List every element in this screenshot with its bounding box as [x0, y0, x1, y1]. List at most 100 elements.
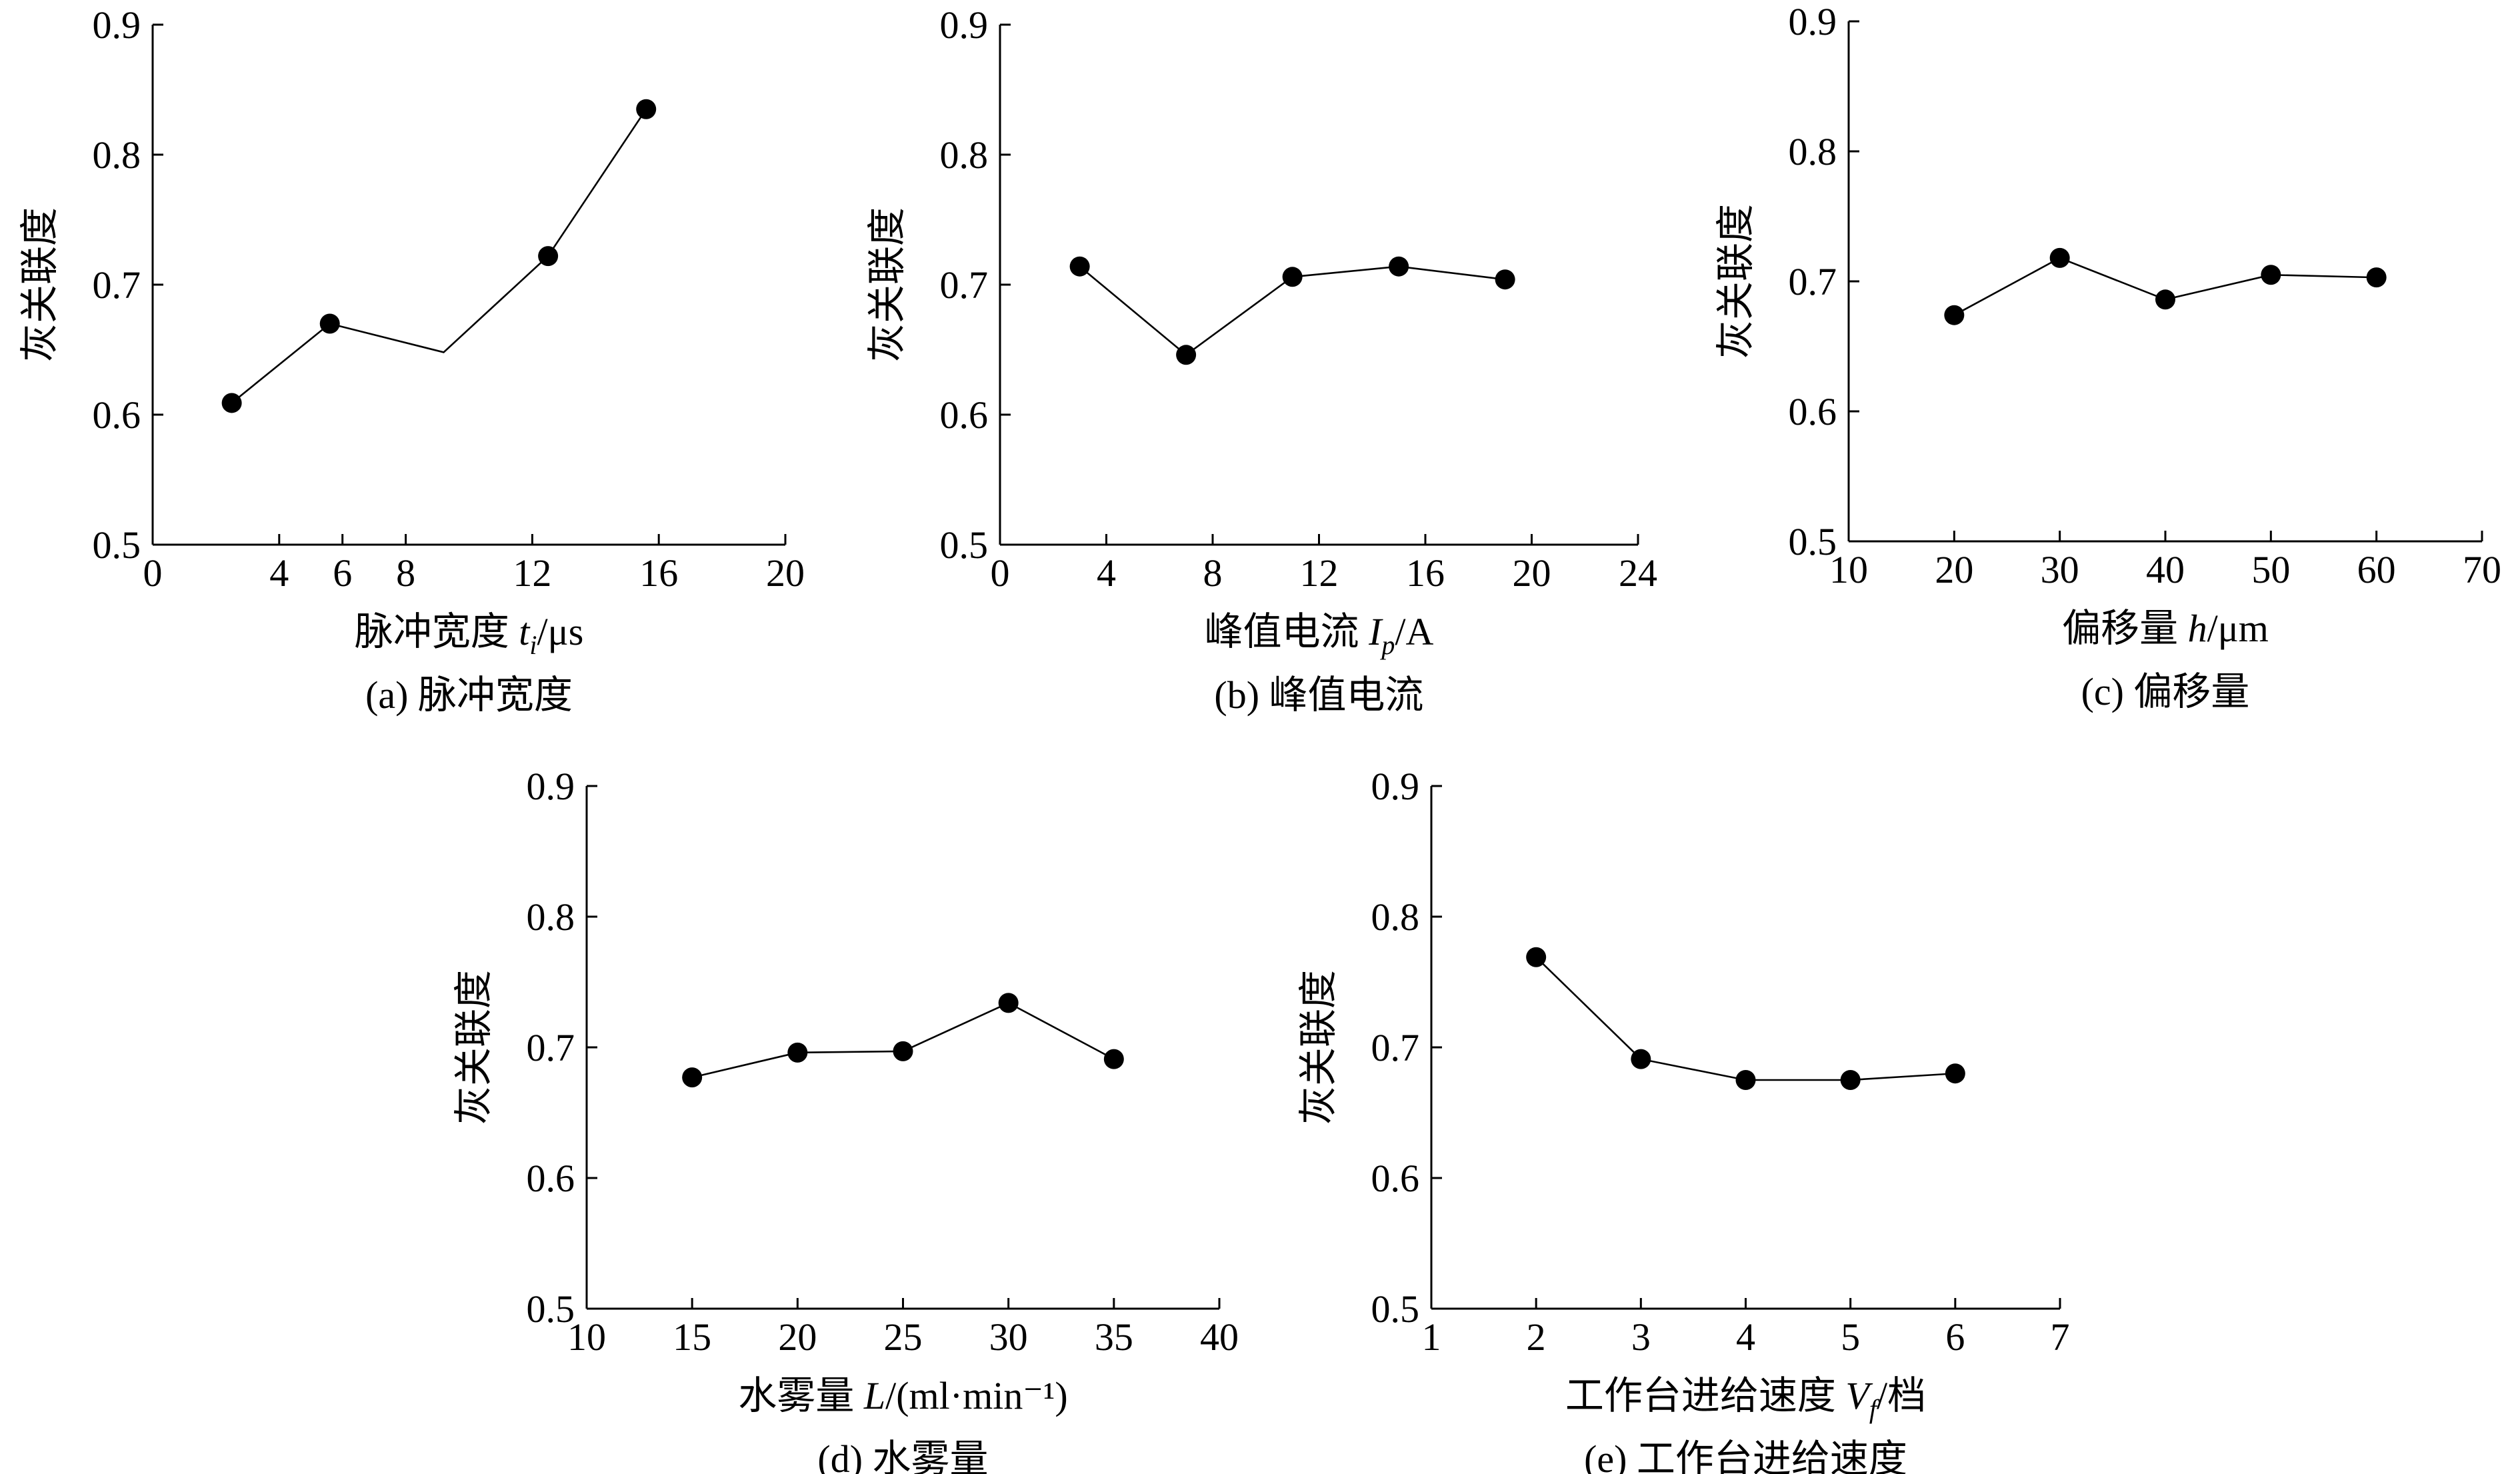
- x-tick-label: 15: [673, 1315, 711, 1359]
- x-axis-title: 脉冲宽度 ti/μs: [355, 610, 584, 660]
- data-point: [221, 393, 242, 413]
- y-tick-label: 0.8: [940, 133, 989, 177]
- data-point: [1282, 267, 1303, 287]
- y-tick-label: 0.8: [527, 895, 575, 939]
- panel-caption: (e) 工作台进给速度: [1584, 1437, 1907, 1474]
- x-tick-label: 7: [2051, 1315, 2070, 1359]
- y-tick-label: 0.5: [93, 523, 141, 567]
- y-axis-title: 灰关联度: [865, 207, 909, 362]
- data-point: [2261, 265, 2281, 285]
- x-tick-label: 24: [1619, 551, 1657, 595]
- x-tick-label: 6: [333, 551, 352, 595]
- y-tick-label: 0.9: [527, 765, 575, 808]
- panel-caption: (c) 偏移量: [2081, 670, 2250, 713]
- series-line: [231, 109, 647, 404]
- y-tick-label: 0.5: [940, 523, 989, 567]
- y-tick-label: 0.6: [1789, 390, 1837, 433]
- x-tick-label: 8: [396, 551, 415, 595]
- y-tick-label: 0.9: [940, 3, 989, 47]
- data-point: [893, 1041, 913, 1061]
- y-tick-label: 0.5: [1371, 1287, 1420, 1331]
- panel-caption: (b) 峰值电流: [1214, 673, 1423, 717]
- data-point: [1945, 1063, 1965, 1084]
- data-point: [1631, 1049, 1651, 1069]
- y-tick-label: 0.7: [940, 263, 989, 307]
- x-tick-label: 5: [1841, 1315, 1860, 1359]
- x-tick-label: 20: [766, 551, 805, 595]
- x-tick-label: 25: [884, 1315, 923, 1359]
- x-tick-label: 6: [1945, 1315, 1965, 1359]
- x-tick-label: 0: [143, 551, 163, 595]
- x-tick-label: 2: [1527, 1315, 1546, 1359]
- y-tick-label: 0.8: [93, 133, 141, 177]
- data-point: [636, 99, 657, 119]
- y-tick-label: 0.6: [1371, 1157, 1420, 1200]
- data-point: [2366, 267, 2387, 288]
- x-tick-label: 4: [269, 551, 289, 595]
- data-point: [1944, 305, 1965, 325]
- y-tick-label: 0.7: [527, 1026, 575, 1069]
- x-tick-label: 30: [2041, 548, 2079, 591]
- x-tick-label: 1: [1422, 1315, 1441, 1359]
- x-tick-label: 35: [1095, 1315, 1133, 1359]
- x-tick-label: 4: [1097, 551, 1116, 595]
- data-point: [1069, 256, 1090, 277]
- x-tick-label: 12: [513, 551, 551, 595]
- x-tick-label: 40: [1200, 1315, 1239, 1359]
- y-tick-label: 0.6: [940, 393, 989, 437]
- data-point: [1526, 947, 1547, 967]
- data-point: [1103, 1049, 1124, 1069]
- data-point: [1735, 1070, 1756, 1090]
- y-axis-title: 灰关联度: [18, 207, 61, 362]
- data-point: [682, 1067, 703, 1088]
- x-tick-label: 20: [1935, 548, 1973, 591]
- data-point: [1495, 269, 1515, 290]
- x-tick-label: 10: [1829, 548, 1868, 591]
- x-tick-label: 10: [567, 1315, 606, 1359]
- y-tick-label: 0.9: [1371, 765, 1420, 808]
- x-tick-label: 20: [1513, 551, 1551, 595]
- x-axis-title: 偏移量 h/μm: [2062, 607, 2269, 650]
- data-point: [319, 313, 340, 334]
- data-point: [998, 993, 1019, 1013]
- x-axis-title: 工作台进给速度 Vf/档: [1565, 1374, 1926, 1424]
- data-point: [1389, 256, 1409, 277]
- panel-caption: (a) 脉冲宽度: [365, 673, 573, 717]
- x-tick-label: 4: [1736, 1315, 1755, 1359]
- y-tick-label: 0.7: [93, 263, 141, 307]
- x-axis-title: 水雾量 L/(ml·min⁻¹): [738, 1374, 1067, 1417]
- x-tick-label: 8: [1203, 551, 1223, 595]
- x-tick-label: 30: [989, 1315, 1028, 1359]
- x-tick-label: 0: [991, 551, 1010, 595]
- x-tick-label: 40: [2146, 548, 2185, 591]
- series-line: [691, 1001, 1115, 1079]
- y-tick-label: 0.7: [1789, 260, 1837, 303]
- x-tick-label: 70: [2463, 548, 2501, 591]
- x-axis-title: 峰值电流 Ip/A: [1205, 610, 1434, 660]
- y-tick-label: 0.8: [1371, 895, 1420, 939]
- data-point: [538, 246, 559, 267]
- data-point: [2049, 247, 2070, 268]
- x-tick-label: 16: [639, 551, 678, 595]
- y-tick-label: 0.6: [93, 393, 141, 437]
- data-point: [2155, 289, 2175, 310]
- x-tick-label: 20: [778, 1315, 817, 1359]
- y-axis-title: 灰关联度: [1714, 204, 1757, 359]
- x-tick-label: 3: [1631, 1315, 1651, 1359]
- x-tick-label: 60: [2357, 548, 2396, 591]
- x-tick-label: 12: [1300, 551, 1339, 595]
- y-axis-title: 灰关联度: [1297, 970, 1340, 1125]
- x-tick-label: 16: [1406, 551, 1445, 595]
- y-tick-label: 0.5: [1789, 520, 1837, 563]
- y-tick-label: 0.9: [93, 3, 141, 47]
- y-tick-label: 0.9: [1789, 0, 1837, 43]
- y-tick-label: 0.6: [527, 1157, 575, 1200]
- y-tick-label: 0.5: [527, 1287, 575, 1331]
- data-point: [1176, 345, 1197, 365]
